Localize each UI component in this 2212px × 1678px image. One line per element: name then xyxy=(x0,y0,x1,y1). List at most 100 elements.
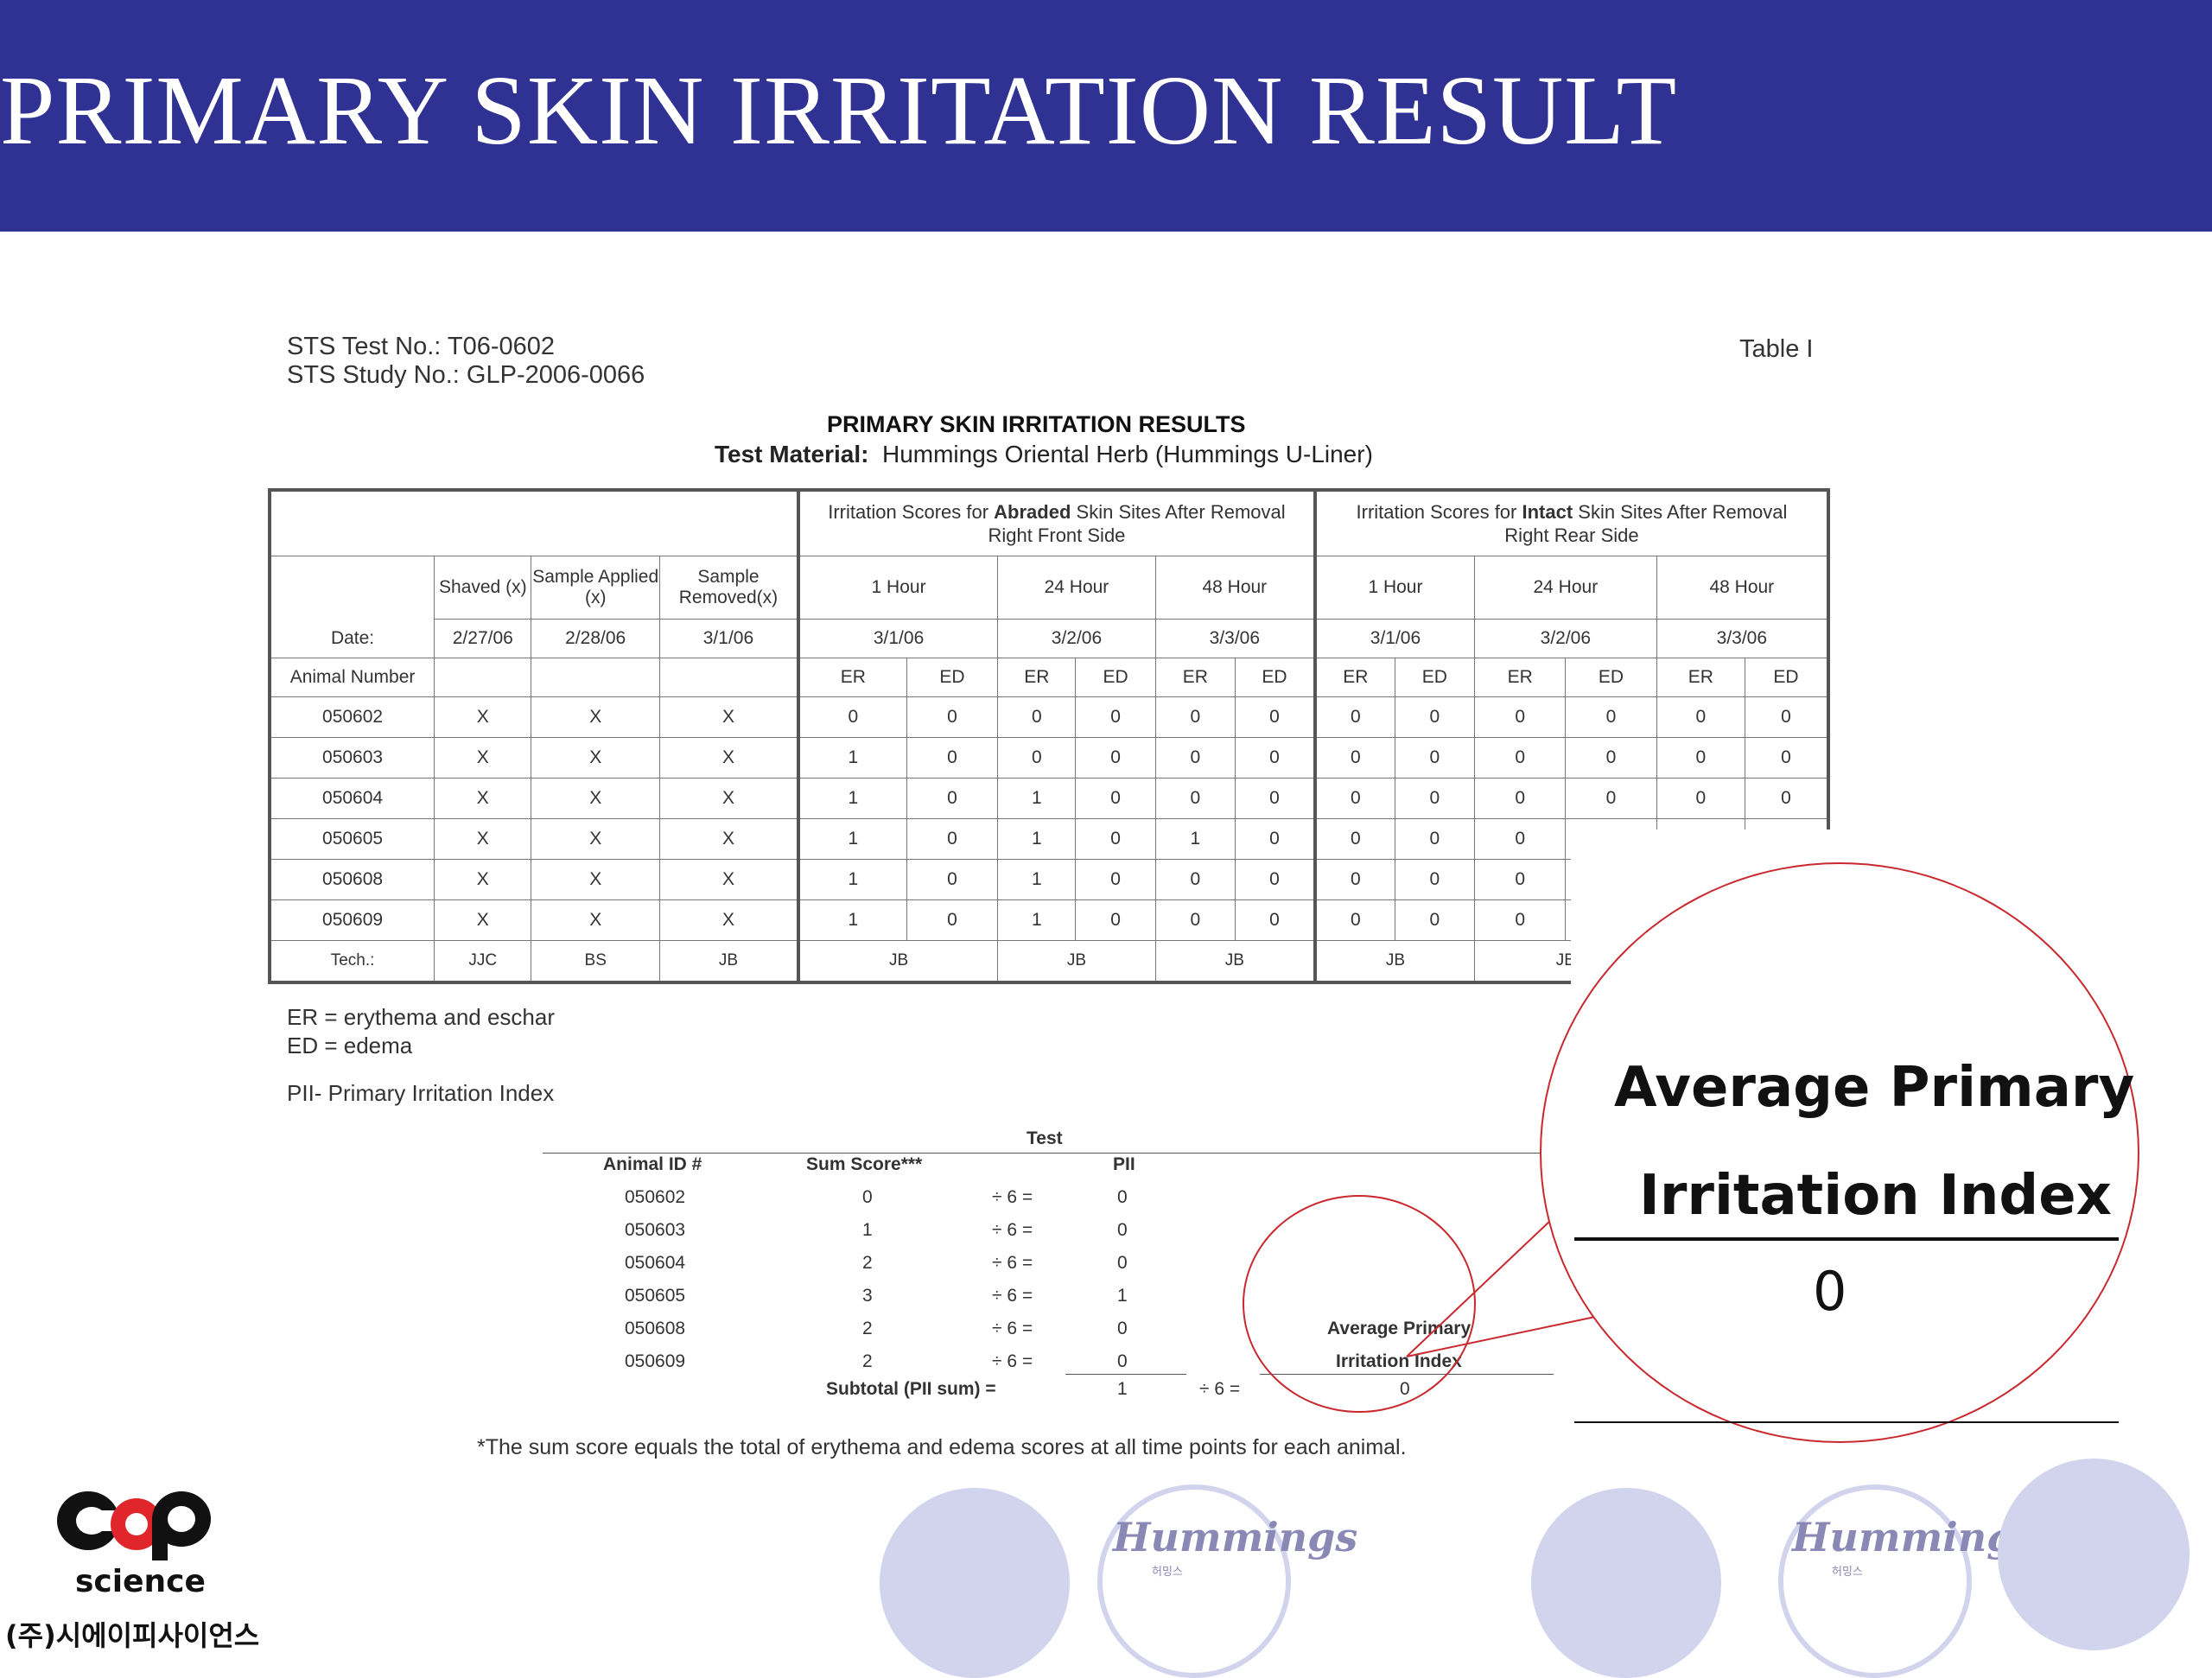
hummings-logo-subtext: 허밍스 xyxy=(1832,1565,1863,1578)
score-cell: 0 xyxy=(1474,778,1567,819)
score-cell: 0 xyxy=(1313,818,1395,860)
title-banner: PRIMARY SKIN IRRITATION RESULT xyxy=(0,0,2212,232)
tech-cell: JB xyxy=(1313,940,1476,983)
time-header: 24 Hour xyxy=(997,556,1156,620)
score-cell: 0 xyxy=(1235,899,1316,941)
decor-bubble xyxy=(1998,1459,2190,1650)
cap-korean-name: (주)시에이피사이언스 xyxy=(5,1619,260,1652)
cap-logo-icon xyxy=(57,1491,211,1560)
score-cell: 0 xyxy=(1075,778,1156,819)
pii-row-sum: 2 xyxy=(862,1319,873,1338)
mark-cell: X xyxy=(531,778,660,819)
pii-row-sum: 1 xyxy=(862,1220,873,1240)
slide-title: PRIMARY SKIN IRRITATION RESULT xyxy=(0,55,1678,165)
pii-row-value: 0 xyxy=(1117,1253,1128,1273)
table-row: 050603 X X X 1 0 0 0 0 0 0 0 0 0 0 0 xyxy=(269,737,1829,779)
highlight-circle xyxy=(1243,1195,1476,1413)
animal-id: 050605 xyxy=(269,818,435,860)
legend-er: ER = erythema and eschar xyxy=(287,1004,555,1030)
score-cell: 0 xyxy=(906,737,999,779)
mark-cell: X xyxy=(658,859,799,900)
animal-id: 050603 xyxy=(269,737,435,779)
tech-label: Tech.: xyxy=(269,940,435,983)
pii-row-value: 0 xyxy=(1117,1351,1128,1371)
removed-header: Sample Removed(x) xyxy=(658,556,799,620)
score-cell: 1 xyxy=(997,859,1077,900)
score-cell: 0 xyxy=(997,737,1077,779)
pii-row-div: ÷ 6 = xyxy=(992,1220,1033,1240)
mark-cell: X xyxy=(531,818,660,860)
score-cell: 1 xyxy=(997,818,1077,860)
time-header: 48 Hour xyxy=(1656,556,1829,620)
time-header: 48 Hour xyxy=(1154,556,1316,620)
zoom-value: 0 xyxy=(1813,1260,1847,1323)
ed-header: ED xyxy=(1235,658,1316,697)
time-header: 24 Hour xyxy=(1474,556,1657,620)
pii-row-div: ÷ 6 = xyxy=(992,1253,1033,1273)
score-cell: 0 xyxy=(906,778,999,819)
score-cell: 0 xyxy=(1313,696,1395,738)
tech-cell: JB xyxy=(658,940,799,983)
hummings-logo-bubble xyxy=(1097,1484,1291,1678)
animal-number-header: Animal Number xyxy=(269,658,435,697)
pii-test-label: Test xyxy=(1027,1128,1063,1148)
test-material-label: Test Material: xyxy=(715,441,869,467)
intact-header-tail: Skin Sites After Removal xyxy=(1573,501,1788,523)
zoom-label-1: Average Primary xyxy=(1614,1056,2135,1120)
score-cell: 1 xyxy=(796,818,907,860)
mark-cell: X xyxy=(531,696,660,738)
pii-row-sum: 0 xyxy=(862,1187,873,1207)
score-cell: 0 xyxy=(1656,737,1746,779)
score-cell: 0 xyxy=(1656,778,1746,819)
zoom-callout xyxy=(1540,862,2139,1443)
score-cell: 0 xyxy=(1154,737,1236,779)
score-cell: 0 xyxy=(1394,899,1476,941)
mark-cell: X xyxy=(434,737,532,779)
hummings-logo-subtext: 허밍스 xyxy=(1152,1565,1183,1578)
pii-row-sum: 3 xyxy=(862,1286,873,1306)
legend-ed: ED = edema xyxy=(287,1033,413,1058)
score-cell: 0 xyxy=(1313,859,1395,900)
pii-top-rule xyxy=(543,1153,1554,1154)
pii-row-value: 0 xyxy=(1117,1319,1128,1338)
date-label: Date: xyxy=(269,556,435,658)
time-header-row: Date: Shaved (x) Sample Applied (x) Samp… xyxy=(269,556,1829,658)
score-cell: 1 xyxy=(796,859,907,900)
pii-row-id: 050605 xyxy=(625,1286,686,1306)
test-number: STS Test No.: T06-0602 xyxy=(287,333,556,360)
score-cell: 0 xyxy=(1313,778,1395,819)
legend-pii: PII- Primary Irritation Index xyxy=(287,1080,555,1106)
score-cell: 0 xyxy=(1394,859,1476,900)
mark-cell: X xyxy=(658,899,799,941)
table-label: Table I xyxy=(1739,335,1814,363)
score-cell: 0 xyxy=(1313,899,1395,941)
mark-cell: X xyxy=(434,778,532,819)
intact-header-text: Irritation Scores for xyxy=(1356,501,1522,523)
pii-row-value: 0 xyxy=(1117,1187,1128,1207)
tech-cell: BS xyxy=(531,940,660,983)
score-cell: 0 xyxy=(1745,737,1829,779)
score-cell: 0 xyxy=(1235,778,1316,819)
pii-row-div: ÷ 6 = xyxy=(992,1286,1033,1306)
score-cell: 0 xyxy=(1565,737,1657,779)
mark-cell: X xyxy=(658,778,799,819)
abraded-header-tail: Skin Sites After Removal xyxy=(1071,501,1286,523)
intact-header-bold: Intact xyxy=(1522,501,1573,523)
irritation-scores-table: Irritation Scores for Abraded Skin Sites… xyxy=(268,488,1830,984)
pii-row-div: ÷ 6 = xyxy=(992,1187,1033,1207)
score-cell: 0 xyxy=(1075,818,1156,860)
pii-row-div: ÷ 6 = xyxy=(992,1351,1033,1371)
score-cell: 0 xyxy=(906,696,999,738)
er-header: ER xyxy=(1313,658,1395,697)
tech-cell: JB xyxy=(1154,940,1316,983)
er-ed-header-row: Animal Number ER ED ER ED ER ED ER ED ER… xyxy=(269,658,1829,697)
decor-bubble xyxy=(880,1488,1070,1678)
test-material-value: Hummings Oriental Herb (Hummings U-Liner… xyxy=(881,441,1373,467)
pii-sum-rule xyxy=(1065,1374,1186,1375)
date-cell: 3/3/06 xyxy=(1656,619,1829,658)
animal-id: 050608 xyxy=(269,859,435,900)
score-cell: 0 xyxy=(1313,737,1395,779)
score-cell: 0 xyxy=(1075,696,1156,738)
pii-row-id: 050604 xyxy=(625,1253,686,1273)
score-cell: 0 xyxy=(906,818,999,860)
